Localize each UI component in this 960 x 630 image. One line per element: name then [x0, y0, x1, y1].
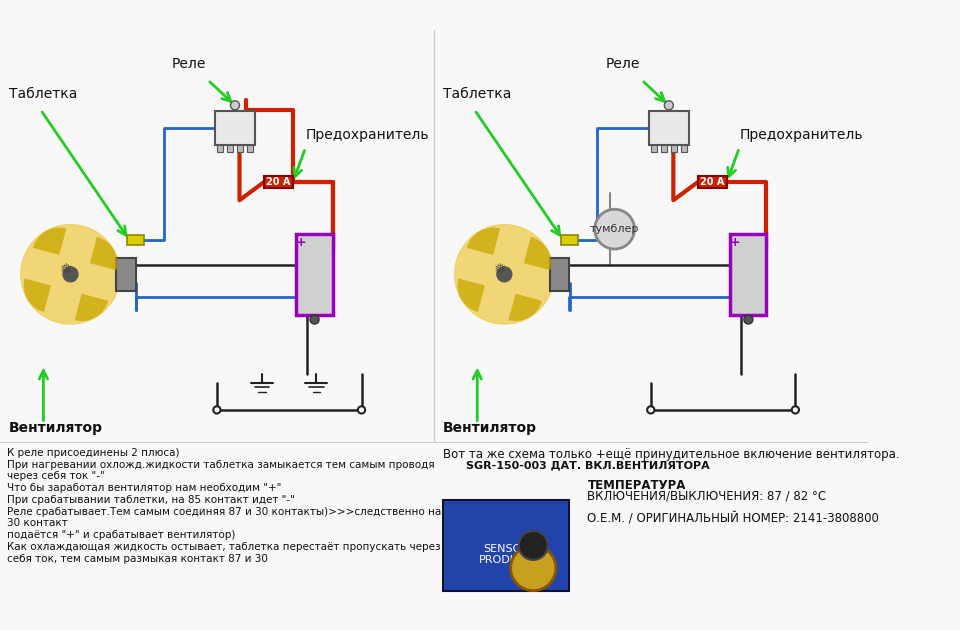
- Text: SENSOR
PRODUCT: SENSOR PRODUCT: [479, 544, 534, 565]
- Bar: [237, 145, 243, 152]
- Bar: [116, 258, 135, 290]
- Bar: [651, 145, 657, 152]
- Wedge shape: [90, 237, 117, 270]
- Bar: [549, 258, 569, 290]
- Circle shape: [664, 101, 673, 110]
- Circle shape: [213, 406, 221, 413]
- Text: Вентилятор: Вентилятор: [9, 421, 103, 435]
- Text: О.Е.М. / ОРИГИНАЛЬНЫЙ НОМЕР: 2141-3808800: О.Е.М. / ОРИГИНАЛЬНЫЙ НОМЕР: 2141-380880…: [588, 513, 879, 526]
- Text: При нагревании охложд.жидкости таблетка замыкается тем самым проводя: При нагревании охложд.жидкости таблетка …: [8, 460, 435, 469]
- Bar: [128, 234, 144, 246]
- Bar: [660, 145, 667, 152]
- Text: ВКЛЮЧЕНИЯ/ВЫКЛЮЧЕНИЯ: 87 / 82 °C: ВКЛЮЧЕНИЯ/ВЫКЛЮЧЕНИЯ: 87 / 82 °C: [588, 490, 827, 503]
- Bar: [227, 145, 233, 152]
- Wedge shape: [33, 227, 66, 255]
- Bar: [649, 111, 688, 145]
- Wedge shape: [24, 278, 51, 312]
- Text: Реле срабатывает.Тем самым соединяя 87 и 30 контакты)>>>следственно на: Реле срабатывает.Тем самым соединяя 87 и…: [8, 507, 442, 517]
- Bar: [731, 234, 766, 315]
- Text: +: +: [730, 236, 740, 249]
- Text: Что бы заработал вентилятор нам необходим "+": Что бы заработал вентилятор нам необходи…: [8, 483, 281, 493]
- Bar: [264, 176, 293, 188]
- Text: К реле присоединены 2 плюса): К реле присоединены 2 плюса): [8, 448, 180, 458]
- Text: Вот та же схема только +ещё принудительное включение вентилятора.: Вот та же схема только +ещё принудительн…: [443, 448, 900, 461]
- Text: 30 контакт: 30 контакт: [8, 518, 68, 529]
- Text: Таблетка: Таблетка: [443, 87, 512, 101]
- Bar: [443, 500, 569, 591]
- Circle shape: [511, 546, 556, 591]
- Circle shape: [594, 209, 635, 249]
- Bar: [698, 176, 727, 188]
- Bar: [217, 145, 224, 152]
- Text: 20 А: 20 А: [700, 177, 725, 187]
- Text: Таблетка: Таблетка: [9, 87, 78, 101]
- Bar: [215, 111, 254, 145]
- Circle shape: [310, 315, 319, 324]
- Text: +: +: [296, 236, 306, 249]
- Wedge shape: [458, 278, 485, 312]
- Circle shape: [518, 531, 548, 560]
- Wedge shape: [509, 294, 542, 321]
- Text: Вентилятор: Вентилятор: [443, 421, 537, 435]
- Text: через себя ток "-": через себя ток "-": [8, 471, 105, 481]
- Circle shape: [455, 225, 554, 324]
- Circle shape: [647, 406, 655, 413]
- Circle shape: [230, 101, 239, 110]
- Text: Предохранитель: Предохранитель: [739, 128, 863, 142]
- Text: ❅: ❅: [493, 262, 506, 277]
- Circle shape: [792, 406, 799, 413]
- Bar: [247, 145, 253, 152]
- Text: Реле: Реле: [172, 57, 206, 71]
- Bar: [681, 145, 687, 152]
- Text: тумблер: тумблер: [589, 224, 639, 234]
- Text: Реле: Реле: [606, 57, 640, 71]
- Text: себя ток, тем самым размыкая контакт 87 и 30: себя ток, тем самым размыкая контакт 87 …: [8, 554, 268, 564]
- Text: При срабатывании таблетки, на 85 контакт идет "-": При срабатывании таблетки, на 85 контакт…: [8, 495, 295, 505]
- Text: ТЕМПЕРАТУРА: ТЕМПЕРАТУРА: [588, 479, 685, 491]
- Wedge shape: [467, 227, 500, 255]
- Text: ❅: ❅: [60, 262, 72, 277]
- Text: SGR-150-003 ДАТ. ВКЛ.ВЕНТИЛЯТОРА: SGR-150-003 ДАТ. ВКЛ.ВЕНТИЛЯТОРА: [466, 461, 709, 471]
- Circle shape: [21, 225, 120, 324]
- Wedge shape: [524, 237, 551, 270]
- Circle shape: [497, 267, 512, 282]
- Text: подаётся "+" и срабатывает вентилятор): подаётся "+" и срабатывает вентилятор): [8, 530, 235, 540]
- Bar: [562, 234, 578, 246]
- Text: Предохранитель: Предохранитель: [305, 128, 429, 142]
- Circle shape: [358, 406, 365, 413]
- Wedge shape: [75, 294, 108, 321]
- Bar: [671, 145, 677, 152]
- Circle shape: [744, 315, 753, 324]
- Bar: [297, 234, 332, 315]
- Circle shape: [63, 267, 78, 282]
- Text: Как охлаждающая жидкость остывает, таблетка перестаёт пропускать через: Как охлаждающая жидкость остывает, табле…: [8, 542, 441, 552]
- Text: 20 А: 20 А: [266, 177, 291, 187]
